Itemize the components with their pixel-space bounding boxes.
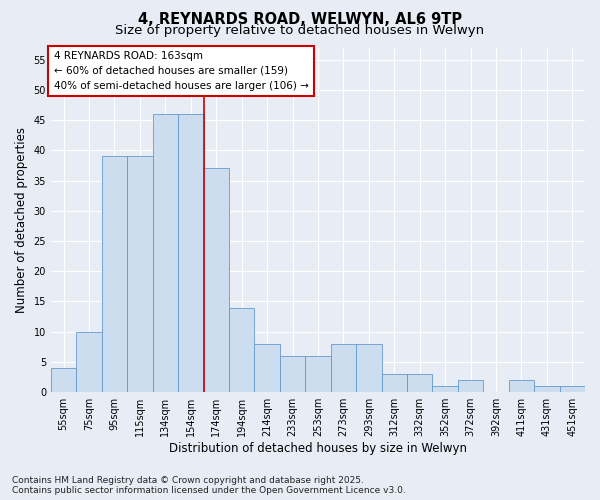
Bar — [382, 374, 407, 392]
Bar — [127, 156, 152, 392]
Bar — [152, 114, 178, 392]
Bar — [203, 168, 229, 392]
Text: Contains HM Land Registry data © Crown copyright and database right 2025.
Contai: Contains HM Land Registry data © Crown c… — [12, 476, 406, 495]
Bar — [331, 344, 356, 392]
Text: 4 REYNARDS ROAD: 163sqm
← 60% of detached houses are smaller (159)
40% of semi-d: 4 REYNARDS ROAD: 163sqm ← 60% of detache… — [53, 51, 308, 90]
Bar — [51, 368, 76, 392]
Bar — [534, 386, 560, 392]
Bar — [407, 374, 433, 392]
Bar — [178, 114, 203, 392]
Bar — [433, 386, 458, 392]
Y-axis label: Number of detached properties: Number of detached properties — [15, 127, 28, 313]
X-axis label: Distribution of detached houses by size in Welwyn: Distribution of detached houses by size … — [169, 442, 467, 455]
Bar — [229, 308, 254, 392]
Text: Size of property relative to detached houses in Welwyn: Size of property relative to detached ho… — [115, 24, 485, 37]
Bar — [76, 332, 102, 392]
Bar — [254, 344, 280, 392]
Bar — [560, 386, 585, 392]
Bar — [458, 380, 483, 392]
Bar — [102, 156, 127, 392]
Text: 4, REYNARDS ROAD, WELWYN, AL6 9TP: 4, REYNARDS ROAD, WELWYN, AL6 9TP — [138, 12, 462, 28]
Bar — [305, 356, 331, 392]
Bar — [280, 356, 305, 392]
Bar — [509, 380, 534, 392]
Bar — [356, 344, 382, 392]
